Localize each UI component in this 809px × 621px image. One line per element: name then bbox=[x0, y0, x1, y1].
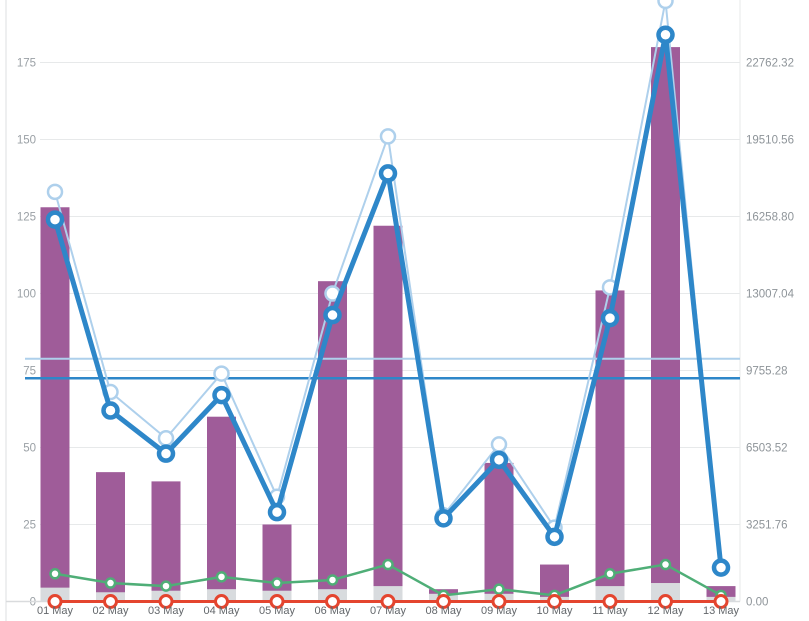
red-zero-line-point[interactable] bbox=[325, 594, 340, 609]
right-axis-tick-label: 3251.76 bbox=[746, 520, 788, 532]
red-zero-line-point[interactable] bbox=[713, 594, 729, 609]
bar[interactable] bbox=[595, 290, 625, 602]
green-line-point[interactable] bbox=[382, 558, 394, 571]
blue-line-point[interactable] bbox=[545, 527, 564, 547]
bar-secondary[interactable] bbox=[373, 586, 403, 602]
bar[interactable] bbox=[484, 462, 514, 602]
green-line-point[interactable] bbox=[659, 558, 672, 571]
x-axis-tick-label: 07 May bbox=[370, 605, 407, 617]
bar[interactable] bbox=[207, 416, 236, 602]
green-line-point[interactable] bbox=[271, 577, 283, 589]
blue-line-point[interactable] bbox=[600, 308, 620, 328]
left-axis-tick-label: 125 bbox=[17, 212, 36, 224]
red-zero-line-point[interactable] bbox=[602, 594, 618, 609]
blue-line-point[interactable] bbox=[489, 450, 509, 470]
light-blue-line-point[interactable] bbox=[46, 183, 64, 201]
red-zero-line-point[interactable] bbox=[658, 594, 673, 609]
green-line-point[interactable] bbox=[160, 580, 172, 592]
blue-line-point[interactable] bbox=[101, 401, 120, 420]
light-blue-line-point[interactable] bbox=[157, 430, 175, 447]
blue-line-point[interactable] bbox=[434, 509, 453, 528]
bar[interactable] bbox=[40, 207, 70, 602]
blue-line-point[interactable] bbox=[45, 210, 65, 229]
x-axis-tick-label: 08 May bbox=[425, 605, 462, 617]
x-axis-tick-label: 11 May bbox=[592, 605, 628, 617]
left-axis-tick-label: 175 bbox=[17, 58, 36, 70]
red-zero-line-point[interactable] bbox=[380, 594, 396, 609]
x-axis-tick-label: 10 May bbox=[536, 605, 573, 617]
right-axis-tick-label: 6503.52 bbox=[746, 443, 788, 455]
blue-line-point[interactable] bbox=[267, 502, 287, 522]
green-line-point[interactable] bbox=[49, 568, 61, 580]
left-axis-tick-label: 100 bbox=[17, 289, 36, 301]
x-axis-tick-label: 06 May bbox=[314, 605, 351, 617]
right-axis-tick-label: 22762.32 bbox=[746, 58, 794, 70]
red-zero-line-point[interactable] bbox=[158, 594, 174, 609]
x-axis-tick-label: 12 May bbox=[647, 605, 684, 617]
left-axis-tick-label: 75 bbox=[23, 366, 36, 378]
green-line-point[interactable] bbox=[326, 574, 339, 586]
x-axis-tick-label: 13 May bbox=[703, 605, 740, 617]
left-axis-tick-label: 0 bbox=[30, 597, 36, 609]
red-zero-line-point[interactable] bbox=[491, 594, 507, 609]
red-zero-line-point[interactable] bbox=[214, 594, 229, 609]
green-line-point[interactable] bbox=[493, 583, 505, 595]
left-axis-tick-label: 150 bbox=[17, 135, 36, 147]
red-zero-line-point[interactable] bbox=[269, 594, 285, 609]
right-axis-tick-label: 0.00 bbox=[746, 597, 768, 609]
light-blue-line-point[interactable] bbox=[213, 365, 230, 382]
bar[interactable] bbox=[262, 524, 292, 602]
green-line-point[interactable] bbox=[104, 577, 117, 589]
blue-line-point[interactable] bbox=[711, 558, 731, 577]
light-blue-line-point[interactable] bbox=[379, 128, 397, 145]
blue-line-point[interactable] bbox=[656, 25, 675, 45]
right-axis-tick-label: 16258.80 bbox=[746, 212, 794, 224]
blue-line-point[interactable] bbox=[378, 164, 398, 183]
blue-line-point[interactable] bbox=[323, 305, 342, 325]
x-axis-tick-label: 02 May bbox=[92, 605, 129, 617]
red-zero-line-point[interactable] bbox=[103, 594, 118, 609]
x-axis-tick-label: 04 May bbox=[203, 605, 240, 617]
blue-line-point[interactable] bbox=[212, 385, 231, 405]
bar[interactable] bbox=[373, 225, 403, 602]
green-line-point[interactable] bbox=[604, 568, 616, 580]
left-axis-tick-label: 25 bbox=[23, 520, 36, 532]
x-axis-tick-label: 09 May bbox=[481, 605, 518, 617]
bar-secondary[interactable] bbox=[595, 586, 625, 602]
x-axis-tick-label: 01 May bbox=[37, 605, 74, 617]
red-zero-line-point[interactable] bbox=[436, 594, 451, 609]
blue-line-point[interactable] bbox=[156, 444, 176, 463]
right-axis-tick-label: 19510.56 bbox=[746, 135, 794, 147]
right-axis-tick-label: 13007.04 bbox=[746, 289, 795, 301]
x-axis-tick-label: 05 May bbox=[259, 605, 296, 617]
bar[interactable] bbox=[318, 281, 347, 602]
red-zero-line-point[interactable] bbox=[47, 594, 63, 609]
bar-secondary[interactable] bbox=[651, 583, 680, 602]
light-blue-line-point[interactable] bbox=[490, 436, 508, 453]
right-axis-tick-label: 9755.28 bbox=[746, 366, 788, 378]
green-line-point[interactable] bbox=[215, 571, 228, 583]
light-blue-line-point[interactable] bbox=[657, 0, 674, 10]
red-zero-line-point[interactable] bbox=[547, 594, 562, 609]
left-axis-tick-label: 50 bbox=[23, 443, 36, 455]
x-axis-tick-label: 03 May bbox=[148, 605, 185, 617]
